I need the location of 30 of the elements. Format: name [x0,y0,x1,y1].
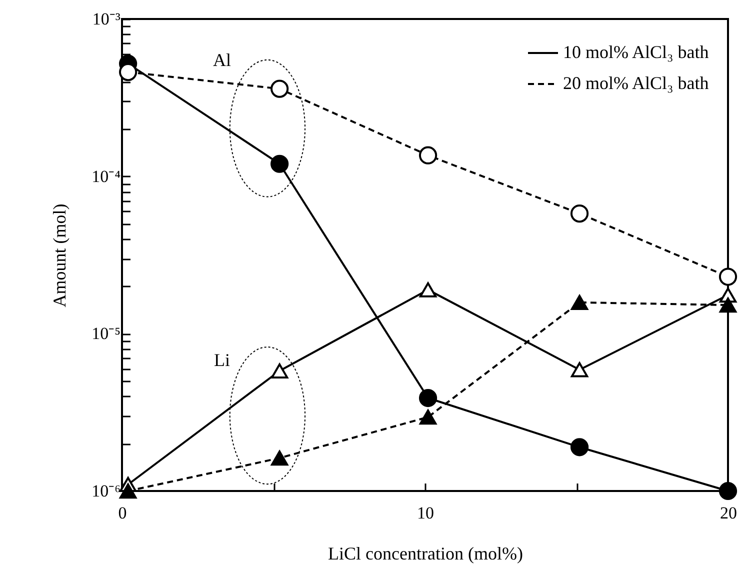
x-tick-label: 10 [417,504,434,522]
point [419,282,437,298]
legend-label: 20 mol% AlCl₃ bath [563,73,709,93]
point [718,268,738,286]
point [570,362,588,378]
point [119,483,137,499]
legend-label: 10 mol% AlCl₃ bath [563,42,709,62]
point [570,438,589,456]
point [418,146,438,164]
point [270,154,289,173]
point [270,80,289,98]
x-tick-label: 20 [720,504,737,522]
y-axis-title: Amount (mol) [50,204,70,308]
y-tick-label: 10⁻⁵ [92,324,121,344]
point [119,63,138,82]
y-tick-label: 10⁻⁴ [92,166,121,186]
point [718,482,738,500]
point [719,297,737,313]
point [570,204,589,223]
point [570,294,588,310]
y-tick-label: 10⁻⁶ [92,482,121,500]
x-tick-label: 0 [118,504,127,522]
point [270,450,288,466]
point [418,388,438,408]
annotation: Al [212,50,231,70]
y-tick-label: 10⁻³ [92,10,120,28]
annotation: Li [214,350,230,370]
x-axis-title: LiCl concentration (mol%) [328,544,523,564]
point [419,410,437,425]
point [270,363,288,378]
